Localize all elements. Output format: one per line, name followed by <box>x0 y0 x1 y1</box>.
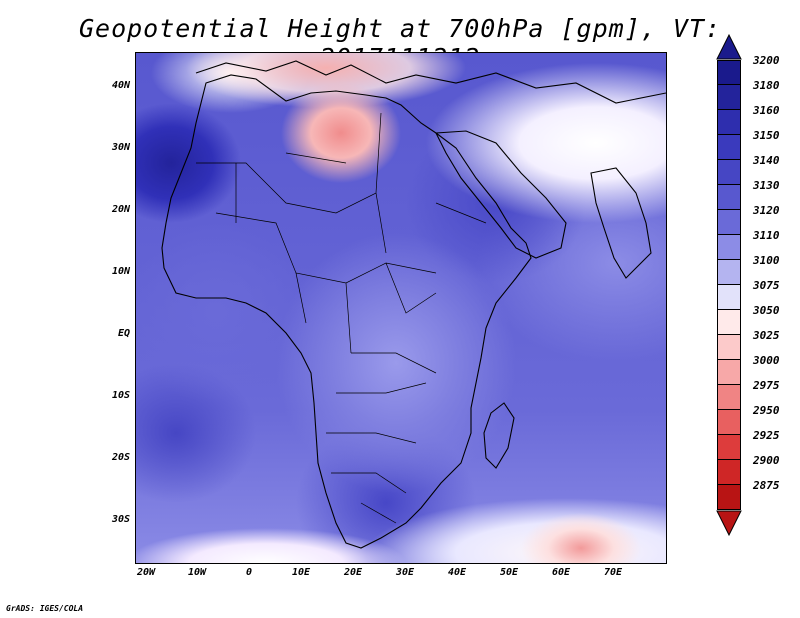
colorbar-swatch <box>717 485 741 510</box>
colorbar-swatch <box>717 210 741 235</box>
colorbar-swatch <box>717 410 741 435</box>
colorbar-swatch <box>717 60 741 85</box>
colorbar-label: 3000 <box>753 354 780 367</box>
lat-label-30s: 30S <box>111 514 130 525</box>
lon-label-20w: 20W <box>136 567 156 578</box>
colorbar-label: 3140 <box>753 154 780 167</box>
lat-label-30n: 30N <box>111 142 130 153</box>
colorbar-label: 2975 <box>753 379 780 392</box>
colorbar-swatch <box>717 310 741 335</box>
colorbar-swatch <box>717 435 741 460</box>
colorbar-label: 3150 <box>753 129 780 142</box>
lon-label-50e: 50E <box>499 567 519 578</box>
madagascar-coastline <box>483 402 515 469</box>
colorbar-swatch <box>717 235 741 260</box>
colorbar-swatch <box>717 460 741 485</box>
colorbar-swatch <box>717 110 741 135</box>
lon-label-10w: 10W <box>187 567 207 578</box>
colorbar-swatch <box>717 335 741 360</box>
colorbar-label: 2925 <box>753 429 780 442</box>
lat-label-eq: EQ <box>117 328 130 339</box>
lat-label-10s: 10S <box>111 390 130 401</box>
africa-coastline <box>161 74 532 549</box>
lat-label-20n: 20N <box>111 204 130 215</box>
colorbar-swatch <box>717 135 741 160</box>
colorbar-label: 3110 <box>753 229 780 242</box>
colorbar-swatch <box>717 185 741 210</box>
colorbar-label: 3050 <box>753 304 780 317</box>
lon-label-0: 0 <box>245 567 253 578</box>
colorbar-swatch <box>717 160 741 185</box>
colorbar-label: 2875 <box>753 479 780 492</box>
lon-label-60e: 60E <box>551 567 571 578</box>
lat-label-10n: 10N <box>111 266 130 277</box>
colorbar-label: 3180 <box>753 79 780 92</box>
grads-credit: GrADS: IGES/COLA <box>6 604 84 613</box>
colorbar-label: 3100 <box>753 254 780 267</box>
colorbar-label: 3120 <box>753 204 780 217</box>
colorbar-swatch <box>717 360 741 385</box>
colorbar-label: 3025 <box>753 329 780 342</box>
lon-label-40e: 40E <box>447 567 467 578</box>
arabia-coastline <box>435 130 567 259</box>
europe-coastline <box>195 60 666 104</box>
lat-label-40n: 40N <box>111 80 130 91</box>
lat-label-20s: 20S <box>111 452 130 463</box>
colorbar-label: 2950 <box>753 404 780 417</box>
colorbar-swatch <box>717 260 741 285</box>
colorbar-swatch <box>717 285 741 310</box>
india-coastline <box>590 167 652 279</box>
lon-label-70e: 70E <box>603 567 623 578</box>
coastlines-layer <box>161 60 666 549</box>
colorbar-swatch <box>717 85 741 110</box>
map-panel <box>135 52 667 564</box>
colorbar-label: 3130 <box>753 179 780 192</box>
colorbar-label: 2900 <box>753 454 780 467</box>
colorbar-bottom-arrow <box>716 510 742 536</box>
lon-label-10e: 10E <box>291 567 311 578</box>
lon-label-20e: 20E <box>343 567 363 578</box>
colorbar-label: 3075 <box>753 279 780 292</box>
lon-label-30e: 30E <box>395 567 415 578</box>
colorbar-swatch <box>717 385 741 410</box>
colorbar-label: 3200 <box>753 54 780 67</box>
colorbar-label: 3160 <box>753 104 780 117</box>
colorbar-top-arrow <box>716 34 742 60</box>
borders <box>196 112 487 524</box>
